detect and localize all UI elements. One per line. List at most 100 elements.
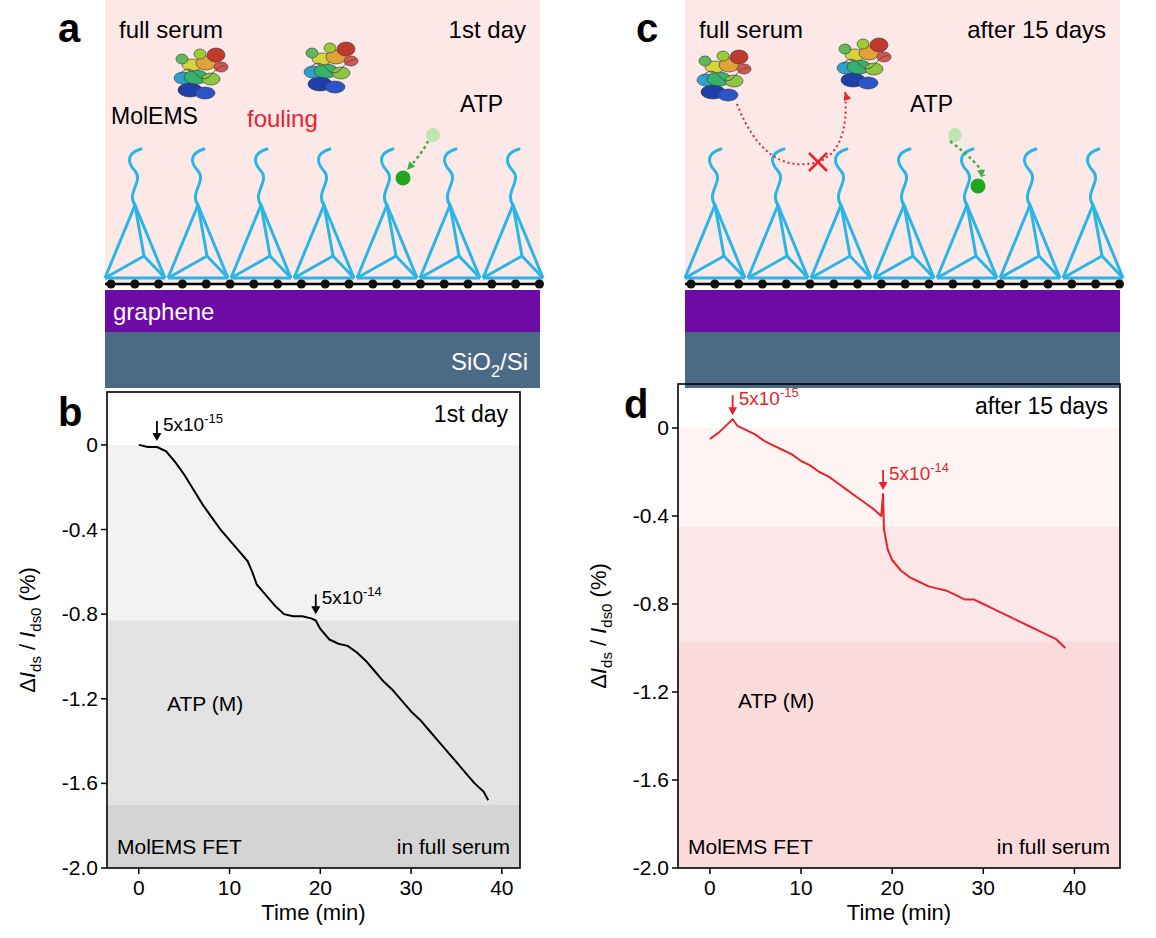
dna-tetrahedron — [420, 149, 480, 278]
y-tick — [101, 698, 107, 700]
protein — [174, 48, 228, 99]
tetra-edge — [811, 205, 841, 278]
aptamer — [1087, 149, 1099, 205]
carbon-atom — [368, 279, 377, 288]
y-tick-label: -0.4 — [62, 518, 99, 541]
y-tick-label: -2.0 — [633, 856, 669, 879]
carbon-atom — [1115, 279, 1124, 288]
y-tick — [672, 427, 678, 429]
y-tick — [672, 515, 678, 517]
day-label: 1st day — [449, 16, 526, 43]
addition-exponent: -14 — [930, 460, 949, 475]
protein-domain — [737, 64, 751, 74]
y-tick — [101, 867, 107, 869]
tetra-edge — [937, 205, 967, 278]
carbon-atom — [1091, 279, 1100, 288]
carbon-atom — [273, 279, 282, 288]
aptamer — [381, 149, 393, 205]
tetra-edge — [207, 256, 228, 278]
chart-title: 1st day — [434, 401, 509, 427]
panel-letter: b — [58, 390, 82, 434]
carbon-atom — [106, 279, 115, 288]
tetra-edge — [1093, 205, 1102, 256]
binding-arrow-head — [407, 161, 415, 170]
tetra-edge — [1000, 277, 1060, 280]
fouling-label: fouling — [247, 105, 318, 132]
tetra-edge — [105, 205, 135, 278]
chart: 0102030400-0.4-0.8-1.2-1.6-2.0Time (min)… — [586, 384, 1120, 925]
x-tick-label: 0 — [704, 876, 716, 899]
x-axis-title: Time (min) — [847, 900, 951, 925]
carbon-atom — [202, 279, 211, 288]
dna-tetrahedron — [168, 149, 228, 278]
tetra-edge — [1093, 205, 1123, 278]
tetra-edge — [105, 277, 165, 280]
text-part: SiO — [451, 348, 491, 375]
protein-coil — [180, 66, 226, 79]
protein-domain — [195, 87, 215, 99]
text-part: (%) — [586, 563, 611, 603]
tetra-edge — [261, 205, 291, 278]
chart-title: after 15 days — [975, 393, 1108, 419]
serum-background — [685, 0, 1120, 283]
y-tick — [672, 603, 678, 605]
protein-domain — [324, 43, 336, 53]
tetra-edge — [778, 205, 808, 278]
carbon-atom — [686, 279, 695, 288]
tetra-edge — [333, 256, 354, 278]
x-tick — [800, 868, 802, 874]
tetra-edge — [231, 205, 261, 278]
carbon-atom — [416, 279, 425, 288]
x-tick-label: 20 — [880, 876, 903, 899]
aptamer — [192, 149, 204, 205]
x-tick — [501, 868, 503, 874]
carbon-atom — [130, 279, 139, 288]
addition-marker: 5x10-14 — [311, 584, 382, 614]
device-label: MolEMS FET — [117, 835, 242, 858]
addition-marker: 5x10-15 — [152, 411, 223, 441]
plot-frame — [107, 392, 520, 868]
carbon-atom — [877, 279, 886, 288]
dna-tetrahedron — [748, 149, 808, 278]
response-band — [107, 805, 520, 868]
tetra-edge — [357, 277, 417, 280]
tetra-edge — [513, 205, 522, 256]
tetra-edge — [811, 277, 871, 280]
tetra-edge — [811, 256, 850, 278]
tetra-edge — [976, 256, 997, 278]
aptamer — [255, 149, 267, 205]
addition-arrow — [156, 421, 158, 435]
layer-label: graphene — [113, 298, 214, 325]
y-tick-label: -1.6 — [62, 771, 98, 794]
protein-domain — [870, 38, 888, 52]
tetra-edge — [135, 205, 165, 278]
medium-label: in full serum — [397, 835, 510, 858]
tetra-edge — [778, 205, 787, 256]
blocked-arrow-head — [844, 92, 851, 101]
dna-tetrahedron — [937, 149, 997, 278]
aptamer — [444, 149, 456, 205]
tetra-edge — [724, 256, 745, 278]
y-axis-title: ΔIds / Ids0 (%) — [586, 563, 615, 689]
blocked-path — [737, 92, 846, 164]
carbon-atom — [487, 279, 496, 288]
text-part: / — [15, 638, 40, 656]
carbon-atom — [463, 279, 472, 288]
dna-tetrahedron — [231, 149, 291, 278]
tetra-edge — [685, 205, 715, 278]
x-tick — [1074, 868, 1076, 874]
medium-label: full serum — [699, 16, 803, 43]
tetra-edge — [324, 205, 354, 278]
carbon-atom — [996, 279, 1005, 288]
carbon-atom — [225, 279, 234, 288]
target-label: ATP — [910, 91, 953, 117]
y-tick — [101, 613, 107, 615]
schematic: full serum1st dayMolEMSfoulingATPgraphen… — [105, 0, 544, 388]
y-tick — [672, 867, 678, 869]
tetra-edge — [937, 277, 997, 280]
panel-letter: a — [58, 6, 81, 50]
tetra-edge — [1000, 205, 1030, 278]
protein-domain — [718, 89, 738, 101]
tetra-edge — [841, 205, 850, 256]
tetra-edge — [522, 256, 543, 278]
